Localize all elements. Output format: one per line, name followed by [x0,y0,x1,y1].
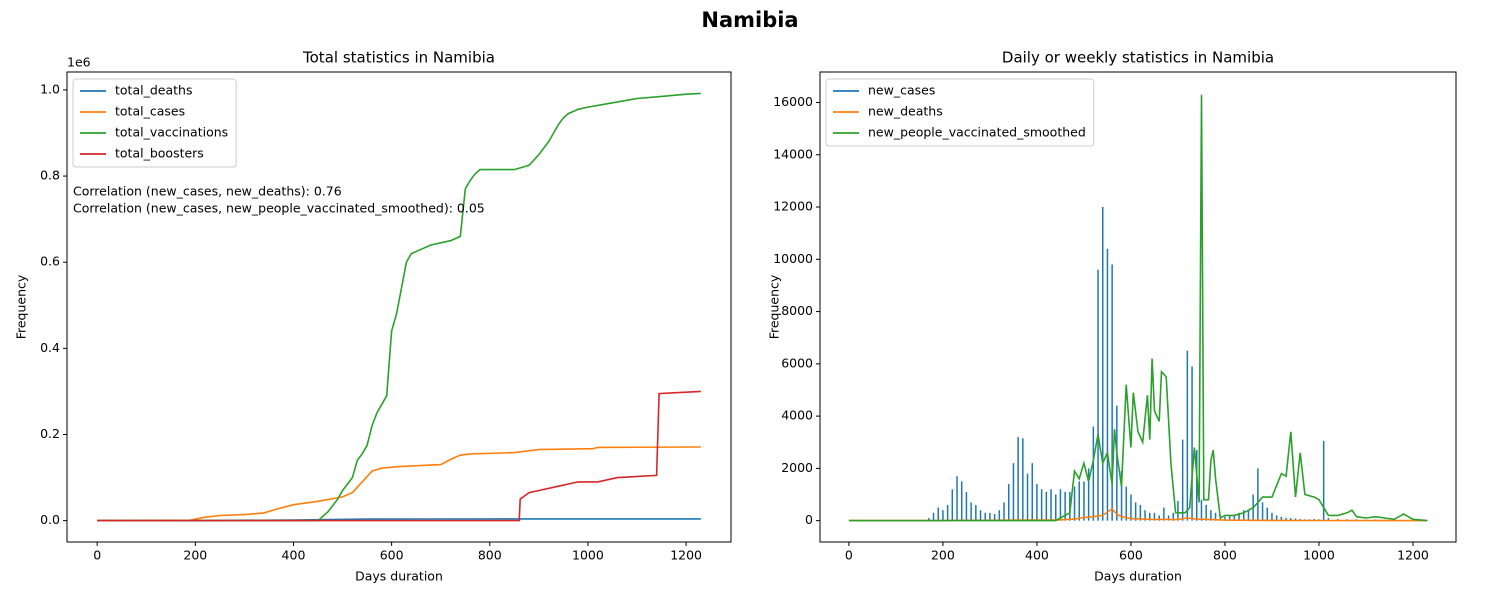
legend: total_deaths total_cases total_vaccination… [72,78,237,168]
y-tick-label: 1.0 [40,81,60,96]
figure-title: Namibia [701,8,798,32]
axes-title: Total statistics in Namibia [302,49,495,67]
legend: new_cases new_deaths new_people_vaccinated… [825,78,1095,147]
x-tick-label: 600 [1119,548,1143,563]
series-line [97,390,701,522]
y-tick-label: 8000 [781,303,813,318]
x-axis-label: Days duration [1094,569,1182,584]
legend-label: total_deaths [115,83,192,98]
annotation: Correlation (new_cases, new_deaths): 0.7… [73,184,342,199]
legend-label: new_people_vaccinated_smoothed [868,125,1086,140]
y-tick-label: 4000 [781,408,813,423]
y-tick-label: 14000 [773,146,813,161]
axes-frame [66,71,732,543]
x-tick-label: 1000 [572,548,604,563]
legend-label: total_cases [115,104,185,119]
y-tick-label: 0.4 [40,340,60,355]
x-tick-label: 400 [282,548,306,563]
series-line [848,94,1428,522]
y-tick-label: 0.6 [40,254,60,269]
axes-frame [819,71,1457,543]
y-axis-label: Frequency [767,274,782,339]
x-tick-label: 1200 [670,548,702,563]
x-tick-label: 200 [931,548,955,563]
legend-label: new_deaths [868,104,943,119]
legend-label: total_boosters [115,146,204,161]
y-axis-label: Frequency [14,274,29,339]
series-line [97,446,701,522]
y-tick-label: 0.2 [40,426,60,441]
x-tick-label: 0 [93,548,101,563]
y-tick-label: 6000 [781,355,813,370]
x-tick-label: 800 [478,548,502,563]
x-tick-label: 1000 [1303,548,1335,563]
legend-label: total_vaccinations [115,125,228,140]
legend-label: new_cases [868,83,935,98]
y-tick-label: 0 [805,512,813,527]
x-tick-label: 200 [183,548,207,563]
y-tick-label: 2000 [781,460,813,475]
y-tick-label: 12000 [773,199,813,214]
x-tick-label: 800 [1213,548,1237,563]
y-tick-label: 0.0 [40,512,60,527]
y-tick-label: 0.8 [40,168,60,183]
legend-frame [72,78,237,168]
annotation: Correlation (new_cases, new_people_vacci… [73,201,485,216]
x-tick-label: 0 [845,548,853,563]
x-axis-label: Days duration [355,569,443,584]
series-line [97,92,701,522]
y-tick-label: 16000 [773,94,813,109]
x-tick-label: 1200 [1397,548,1429,563]
x-tick-label: 600 [380,548,404,563]
legend-frame [825,78,1095,147]
y-tick-label: 10000 [773,251,813,266]
y-offset-label: 1e6 [67,55,91,70]
x-tick-label: 400 [1025,548,1049,563]
axes-title: Daily or weekly statistics in Namibia [1002,49,1274,67]
